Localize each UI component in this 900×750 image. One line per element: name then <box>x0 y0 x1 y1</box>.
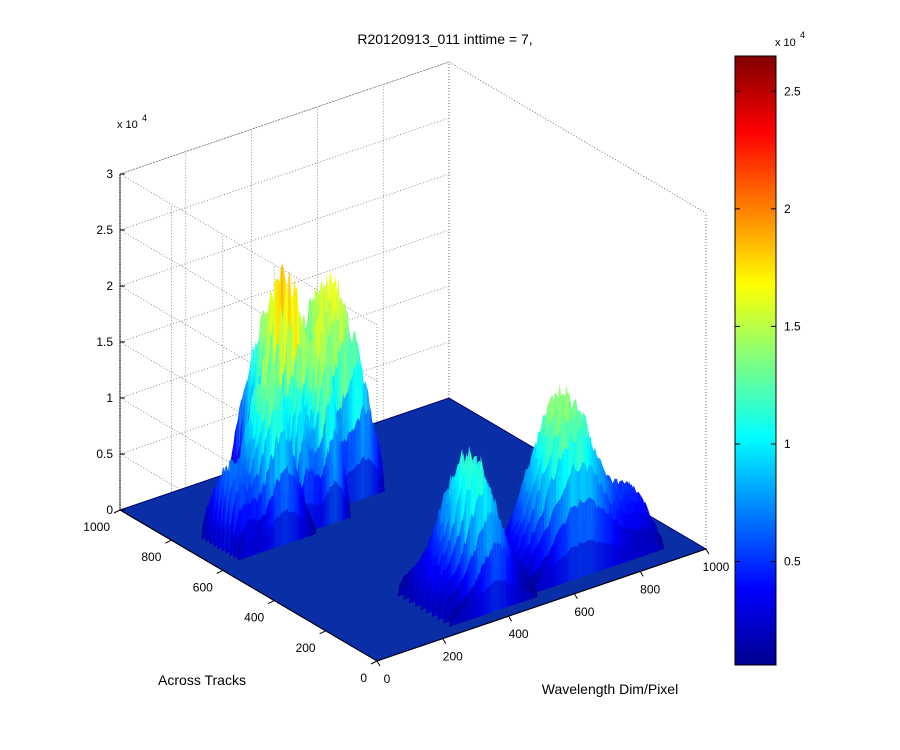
z-tick-label: 0 <box>106 503 113 517</box>
z-tick-label: 0.5 <box>96 447 113 461</box>
x-tick-label: 400 <box>509 627 529 641</box>
z-grid-line <box>119 61 450 326</box>
z-axis-multiplier: x 10 4 <box>117 113 147 131</box>
y-tick-label: 200 <box>296 641 316 655</box>
y-axis-line <box>119 509 378 662</box>
y-tick-label: 800 <box>141 550 161 564</box>
y-tick-label: 1000 <box>83 520 110 534</box>
y-tick-label: 400 <box>244 611 264 625</box>
colorbar-exponent-text: 4 <box>800 30 805 40</box>
y-tick-mark <box>319 630 326 635</box>
z-exponent-text: 4 <box>142 113 147 123</box>
x-tick-mark <box>508 615 513 622</box>
colorbar-gradient <box>734 55 777 666</box>
x-tick-label: 800 <box>640 582 660 596</box>
x-tick-label: 0 <box>384 672 391 686</box>
y-tick-mark <box>267 600 275 605</box>
z-tick-label: 1.5 <box>96 335 113 349</box>
x-tick-mark <box>705 548 710 555</box>
colorbar-tick-label: 2.5 <box>784 84 801 98</box>
z-tick-label: 2.5 <box>96 223 113 237</box>
colorbar-multiplier-text: x 10 <box>775 37 796 49</box>
x-tick-mark <box>573 593 578 600</box>
y-tick-label: 0 <box>360 671 367 685</box>
chart-title: R20120913_011 inttime = 7, <box>357 31 532 47</box>
colorbar-tick-label: 1.5 <box>784 319 801 333</box>
colorbar-tick-label: 1 <box>784 437 791 451</box>
x-tick-mark <box>442 638 447 644</box>
y-tick-mark <box>216 569 224 574</box>
x-tick-label: 200 <box>443 650 463 664</box>
x-tick-label: 1000 <box>703 560 730 574</box>
surface-shade <box>519 539 665 599</box>
z-tick-label: 2 <box>106 279 113 293</box>
colorbar-tick-label: 2 <box>784 202 791 216</box>
y-tick-label: 600 <box>193 580 213 594</box>
surface-shade <box>449 579 538 627</box>
y-tick-mark <box>113 509 121 514</box>
x-axis-label: Wavelength Dim/Pixel <box>542 681 678 697</box>
y-axis-label: Across Tracks <box>158 672 246 688</box>
z-tick-label: 3 <box>106 167 113 181</box>
surface-shade <box>237 508 317 561</box>
x-tick-label: 600 <box>574 605 594 619</box>
surface-plot <box>201 263 665 627</box>
colorbar-tick-label: 0.5 <box>784 555 801 569</box>
x-tick-mark <box>639 571 644 577</box>
axis-ticks: 0 200 400 600 800 1000 0 200 400 600 800 1000 0 0.5 1 1… <box>83 167 729 686</box>
colorbar-ticks: 0.5 1 1.5 2 2.5 <box>735 84 801 569</box>
x-tick-mark <box>376 660 381 667</box>
top-edges <box>119 61 707 214</box>
z-tick-label: 1 <box>106 391 113 405</box>
z-multiplier-text: x 10 <box>117 119 138 131</box>
y-tick-mark <box>370 660 378 665</box>
colorbar: 0.5 1 1.5 2 2.5 x 10 4 <box>734 30 805 666</box>
x-axis-line <box>376 548 707 662</box>
y-tick-mark <box>165 539 172 544</box>
